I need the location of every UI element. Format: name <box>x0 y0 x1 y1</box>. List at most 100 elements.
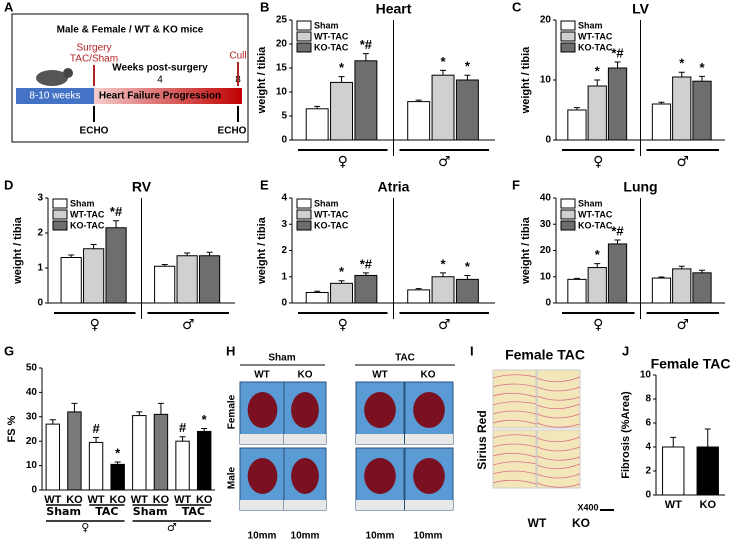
x-tick-label: ♂ <box>182 317 195 333</box>
legend-swatch <box>560 31 576 42</box>
sex-label: ♂ <box>167 521 177 534</box>
x-tick-label: WT <box>88 494 105 506</box>
micrograph <box>492 429 537 489</box>
bar <box>587 85 607 141</box>
error-bar <box>68 254 75 258</box>
chart-title: Female TAC <box>651 356 731 372</box>
legend-label: KO-TAC <box>578 220 613 230</box>
mouse-icon <box>36 70 68 86</box>
age-bar <box>16 88 94 104</box>
legend-label: WT-TAC <box>314 31 349 41</box>
histology-title: Female TAC <box>505 347 585 363</box>
group-label: TAC <box>95 505 118 518</box>
significance-marker: * <box>202 412 208 427</box>
legend-label: KO-TAC <box>70 220 105 230</box>
x-tick-label: ♀ <box>338 317 348 333</box>
error-bar <box>179 436 186 442</box>
fiber <box>536 395 581 401</box>
y-tick-label: 0 <box>37 298 43 309</box>
bar <box>88 441 104 491</box>
panel-letter: F <box>512 177 520 192</box>
significance-marker: * <box>465 259 471 274</box>
significance-marker: * <box>699 60 705 75</box>
legend-swatch <box>560 198 576 209</box>
x-tick-label: WT <box>665 499 682 511</box>
bar <box>83 248 105 304</box>
fiber <box>492 419 537 425</box>
error-bar <box>415 288 422 290</box>
group-label: Sham <box>46 505 81 518</box>
bar <box>692 272 712 304</box>
bar <box>45 423 61 491</box>
bar <box>431 276 455 304</box>
y-tick-label: 3 <box>37 193 43 204</box>
bar <box>175 440 190 491</box>
significance-marker: * <box>595 63 601 78</box>
bar <box>330 81 353 141</box>
scale-label: 10mm <box>291 531 320 542</box>
timeline: Male & Female / WT & KO mice Surgery TAC… <box>11 13 249 143</box>
bar <box>60 257 82 304</box>
histology-col: KO <box>572 516 590 530</box>
bar <box>105 227 127 304</box>
bar <box>132 415 147 491</box>
significance-marker: *# <box>110 204 123 219</box>
y-tick-label: 3 <box>281 219 287 230</box>
histology: Female TAC Sirius Red X400 WT KO <box>475 347 614 530</box>
x-tick-label: ♂ <box>438 317 451 333</box>
x-tick-label: KO <box>109 494 126 506</box>
y-tick-label: 20 <box>26 436 38 447</box>
error-bar <box>464 74 471 80</box>
x-tick-label: KO <box>153 494 170 506</box>
stain-label: Sirius Red <box>475 410 489 469</box>
fiber <box>492 374 537 379</box>
significance-marker: * <box>441 54 447 69</box>
bar <box>67 411 82 491</box>
error-bar <box>184 252 191 256</box>
timeline-heading: Male & Female / WT & KO mice <box>57 25 204 36</box>
cull-label: Cull <box>229 51 246 62</box>
ruler <box>284 434 326 444</box>
magnification: X400 <box>577 502 598 512</box>
fiber <box>536 422 581 428</box>
panel-letter: G <box>4 343 14 358</box>
photo-col: WT <box>254 370 270 381</box>
y-tick-label: 5 <box>281 111 287 122</box>
legend-swatch <box>296 31 312 42</box>
legend-swatch <box>52 209 68 220</box>
significance-marker: * <box>115 445 121 460</box>
panel-letter: C <box>512 0 522 14</box>
fiber <box>492 392 537 398</box>
y-tick-label: 10 <box>276 87 288 98</box>
legend-swatch <box>52 220 68 231</box>
y-tick-label: 1 <box>281 271 287 282</box>
fiber <box>536 376 581 383</box>
significance-marker: *# <box>611 45 624 60</box>
error-bar <box>201 428 208 432</box>
bar <box>176 255 198 304</box>
bar <box>607 243 628 304</box>
bar <box>305 108 329 141</box>
bar <box>567 278 587 304</box>
error-bar <box>699 75 706 82</box>
fiber <box>536 473 581 479</box>
significance-marker: * <box>441 256 447 271</box>
x-tick-label: ♀ <box>338 154 348 170</box>
y-tick-label: 4 <box>281 193 287 204</box>
ruler <box>405 434 453 444</box>
y-axis-label: weight / tibia <box>256 46 268 114</box>
bar <box>153 413 169 491</box>
error-bar <box>362 272 369 276</box>
x-tick-label: ♂ <box>676 317 689 333</box>
legend-swatch <box>296 209 312 220</box>
scale-label: 10mm <box>366 531 395 542</box>
chart-title: RV <box>132 179 152 195</box>
y-axis-label: weight / tibia <box>12 216 24 284</box>
bar <box>330 282 353 304</box>
y-tick-label: 30 <box>26 411 38 422</box>
bar <box>662 446 685 496</box>
heart <box>364 392 396 428</box>
ruler <box>240 434 285 444</box>
photo-header: TAC <box>395 353 415 364</box>
histology-col: WT <box>528 516 547 530</box>
